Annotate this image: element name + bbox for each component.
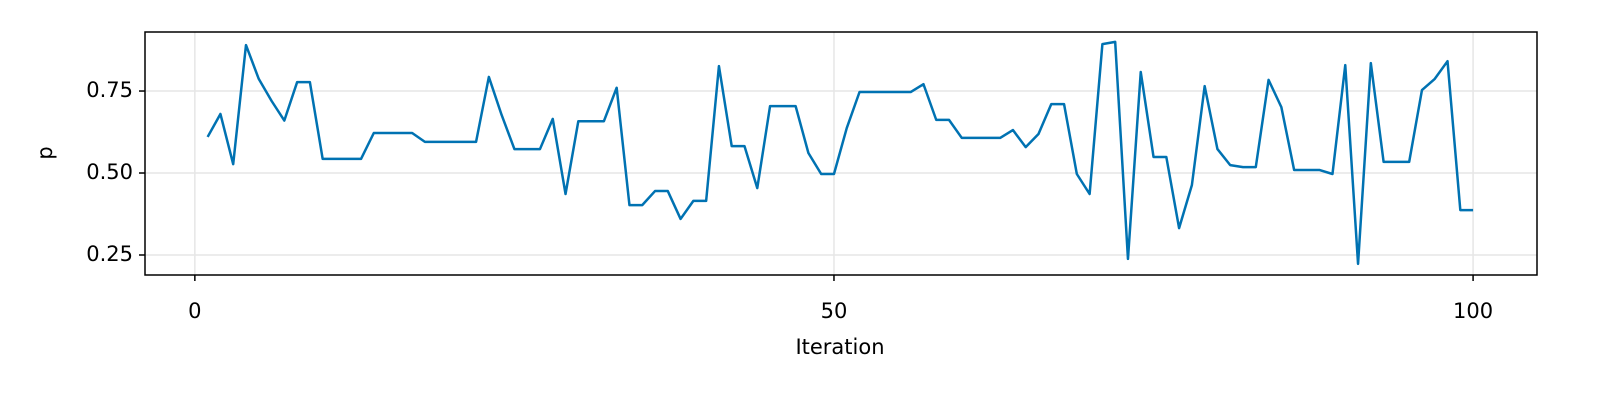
y-tick-label: 0.75 (86, 78, 133, 102)
x-tick-label: 50 (821, 299, 848, 323)
x-tick-label: 100 (1453, 299, 1493, 323)
plot-frame (144, 31, 1538, 276)
x-tick-label: 0 (188, 299, 201, 323)
y-tick-label: 0.50 (86, 160, 133, 184)
x-axis-label: Iteration (795, 335, 884, 359)
y-axis-label: p (33, 146, 57, 159)
data-line (206, 40, 1474, 266)
y-tick-label: 0.25 (86, 242, 133, 266)
